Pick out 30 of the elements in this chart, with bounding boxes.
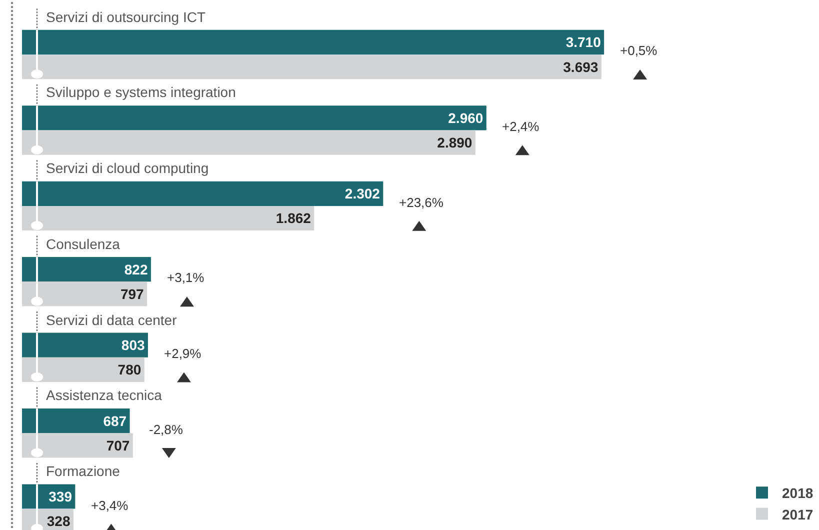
annotation: +3,4% xyxy=(91,498,129,513)
data-label: 328 xyxy=(46,513,70,530)
y-tick-label: Servizi di outsourcing ICT xyxy=(46,9,206,25)
data-label: 339 xyxy=(48,488,72,504)
data-label: 780 xyxy=(118,362,142,378)
y-tick-label: Servizi di data center xyxy=(46,312,178,328)
data-label: 822 xyxy=(124,261,148,278)
y-tick-label: Sviluppo e systems integration xyxy=(46,84,236,100)
y-tick-label: Consulenza xyxy=(46,236,120,252)
data-label: 803 xyxy=(121,337,145,354)
data-label: 2.960 xyxy=(448,110,484,126)
legend-label: 2018 xyxy=(782,485,814,502)
data-label: 3.693 xyxy=(563,58,598,75)
data-label: 3.710 xyxy=(566,34,602,50)
legend-label: 2017 xyxy=(782,506,814,522)
annotation: +2,9% xyxy=(164,346,202,361)
data-label: 1.862 xyxy=(276,210,312,226)
y-tick-label: Assistenza tecnica xyxy=(46,387,162,403)
data-label: 2.890 xyxy=(437,134,472,151)
data-label: 797 xyxy=(120,286,144,302)
annotation: +23,6% xyxy=(399,195,444,210)
y-tick-label: Servizi di cloud computing xyxy=(46,160,209,176)
annotation: +2,4% xyxy=(502,119,540,134)
annotation: -2,8% xyxy=(149,422,184,437)
y-tick-label: Formazione xyxy=(46,463,120,479)
data-label: 2.302 xyxy=(344,186,380,202)
annotation: +3,1% xyxy=(167,270,205,285)
data-label: 687 xyxy=(103,412,127,429)
annotation: +0,5% xyxy=(620,43,658,58)
data-label: 707 xyxy=(106,437,130,454)
